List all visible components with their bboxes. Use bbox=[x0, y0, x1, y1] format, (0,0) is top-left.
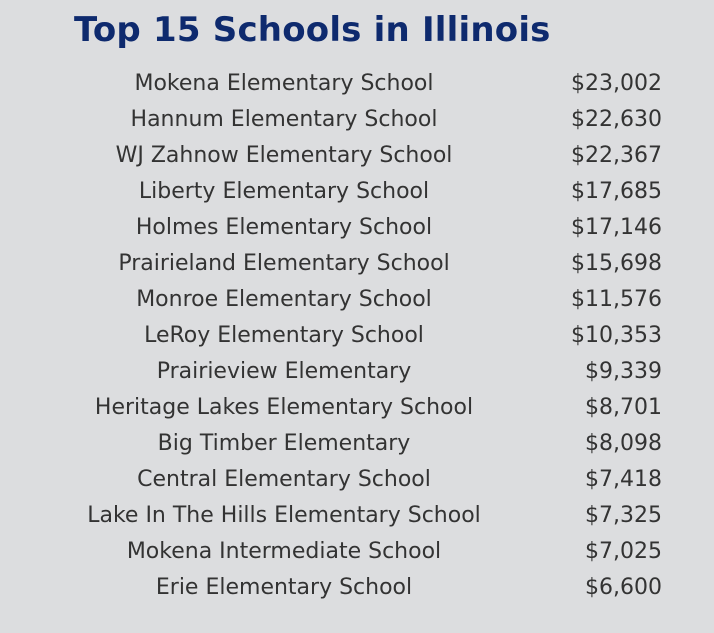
row: Erie Elementary School $6,600 bbox=[0, 571, 714, 607]
amount: $11,576 bbox=[571, 287, 662, 312]
school-name: Liberty Elementary School bbox=[138, 179, 430, 204]
amount: $7,418 bbox=[585, 467, 662, 492]
school-name: LeRoy Elementary School bbox=[144, 323, 424, 348]
amount: $6,600 bbox=[585, 575, 662, 600]
row: Holmes Elementary School $17,146 bbox=[0, 211, 714, 247]
school-name: Holmes Elementary School bbox=[135, 215, 433, 240]
school-name: Erie Elementary School bbox=[155, 575, 413, 600]
row: Big Timber Elementary $8,098 bbox=[0, 427, 714, 463]
row: WJ Zahnow Elementary School $22,367 bbox=[0, 139, 714, 175]
school-name: Monroe Elementary School bbox=[136, 287, 432, 312]
school-name: Lake In The Hills Elementary School bbox=[87, 503, 481, 528]
row: Central Elementary School $7,418 bbox=[0, 463, 714, 499]
school-name: Mokena Elementary School bbox=[134, 71, 434, 96]
row: Hannum Elementary School $22,630 bbox=[0, 103, 714, 139]
row: Lake In The Hills Elementary School $7,32… bbox=[0, 499, 714, 535]
school-name: Heritage Lakes Elementary School bbox=[94, 395, 474, 420]
school-name: Hannum Elementary School bbox=[130, 107, 438, 132]
amount: $7,025 bbox=[585, 539, 662, 564]
amount: $10,353 bbox=[571, 323, 662, 348]
school-name: Prairieview Elementary bbox=[156, 359, 412, 384]
amount: $23,002 bbox=[571, 71, 662, 96]
school-name: Mokena Intermediate School bbox=[126, 539, 442, 564]
amount: $17,146 bbox=[571, 215, 662, 240]
amount: $8,098 bbox=[585, 431, 662, 456]
row: Prairieview Elementary $9,339 bbox=[0, 355, 714, 391]
school-list: Mokena Elementary School $23,002 Hannum El… bbox=[0, 67, 714, 607]
row: LeRoy Elementary School $10,353 bbox=[0, 319, 714, 355]
amount: $22,630 bbox=[571, 107, 662, 132]
amount: $22,367 bbox=[571, 143, 662, 168]
amount: $7,325 bbox=[585, 503, 662, 528]
school-name: Big Timber Elementary bbox=[157, 431, 411, 456]
amount: $17,685 bbox=[571, 179, 662, 204]
row: Mokena Intermediate School $7,025 bbox=[0, 535, 714, 571]
amount: $9,339 bbox=[585, 359, 662, 384]
amount: $8,701 bbox=[585, 395, 662, 420]
amount: $15,698 bbox=[571, 251, 662, 276]
title: Top 15 Schools in Illinois bbox=[74, 10, 551, 50]
row: Monroe Elementary School $11,576 bbox=[0, 283, 714, 319]
row: Mokena Elementary School $23,002 bbox=[0, 67, 714, 103]
row: Prairieland Elementary School $15,698 bbox=[0, 247, 714, 283]
school-name: Central Elementary School bbox=[137, 467, 431, 492]
row: Liberty Elementary School $17,685 bbox=[0, 175, 714, 211]
school-name: Prairieland Elementary School bbox=[118, 251, 450, 276]
school-name: WJ Zahnow Elementary School bbox=[115, 143, 453, 168]
row: Heritage Lakes Elementary School $8,701 bbox=[0, 391, 714, 427]
